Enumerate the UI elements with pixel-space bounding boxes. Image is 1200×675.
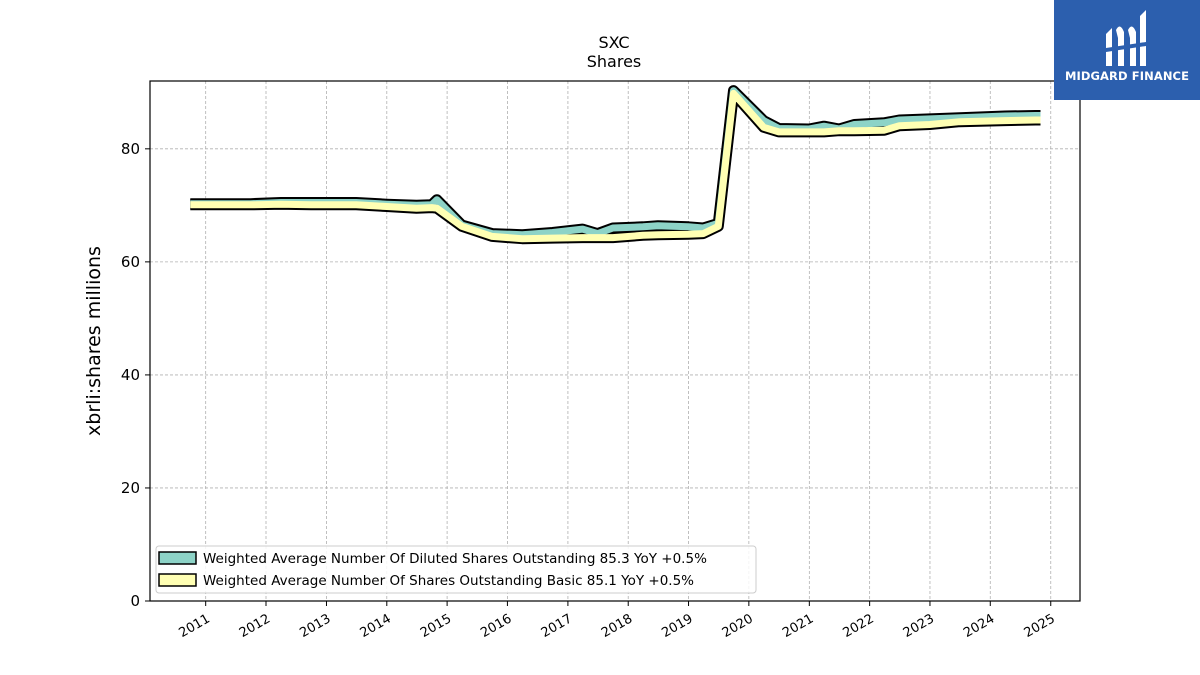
midgard-finance-logo: MIDGARD FINANCE xyxy=(1054,0,1200,100)
plot-frame xyxy=(149,80,1081,602)
x-tick-label: 2017 xyxy=(539,611,575,641)
legend-label: Weighted Average Number Of Shares Outsta… xyxy=(203,573,694,589)
x-tick-label: 2022 xyxy=(840,611,876,641)
x-tick-label: 2024 xyxy=(961,611,997,641)
x-tick-label: 2019 xyxy=(659,611,695,641)
logo-mark-icon xyxy=(1106,10,1146,67)
y-tick-label: 20 xyxy=(121,479,140,497)
x-tick-label: 2011 xyxy=(177,611,213,641)
series-line-1 xyxy=(190,89,1041,243)
x-tick-label: 2023 xyxy=(901,611,937,641)
series-outline-0 xyxy=(190,85,1041,241)
legend-box xyxy=(155,545,757,594)
x-tick-label: 2012 xyxy=(237,611,273,641)
y-axis: 0 20 40 60 80 xyxy=(121,140,150,610)
x-tick-label: 2015 xyxy=(418,611,454,641)
x-axis: 2011 2012 2013 2014 2015 2016 2017 2018 2019 2020… xyxy=(177,601,1058,641)
grid xyxy=(150,81,1080,602)
y-tick-label: 60 xyxy=(121,253,140,271)
x-tick-label: 2016 xyxy=(478,611,514,641)
y-tick-label: 40 xyxy=(121,366,140,384)
x-tick-label: 2014 xyxy=(358,611,394,641)
y-tick-label: 80 xyxy=(121,140,140,158)
x-tick-label: 2025 xyxy=(1022,611,1058,641)
y-tick-label: 0 xyxy=(130,592,140,610)
series-layer xyxy=(190,85,1041,245)
series-line-0 xyxy=(190,87,1041,239)
x-tick-label: 2018 xyxy=(599,611,635,641)
y-axis-label: xbrli:shares millions xyxy=(83,246,105,436)
legend-label: Weighted Average Number Of Diluted Share… xyxy=(203,551,707,567)
x-tick-label: 2020 xyxy=(720,611,756,641)
chart-title: SXC xyxy=(598,33,629,52)
legend-swatch xyxy=(158,551,197,565)
legend-swatch xyxy=(158,573,197,587)
x-tick-label: 2021 xyxy=(780,611,816,641)
x-tick-label: 2013 xyxy=(297,611,333,641)
legend: Weighted Average Number Of Diluted Share… xyxy=(155,545,757,594)
chart-subtitle: Shares xyxy=(587,52,642,71)
logo-text: MIDGARD FINANCE xyxy=(1064,69,1190,83)
